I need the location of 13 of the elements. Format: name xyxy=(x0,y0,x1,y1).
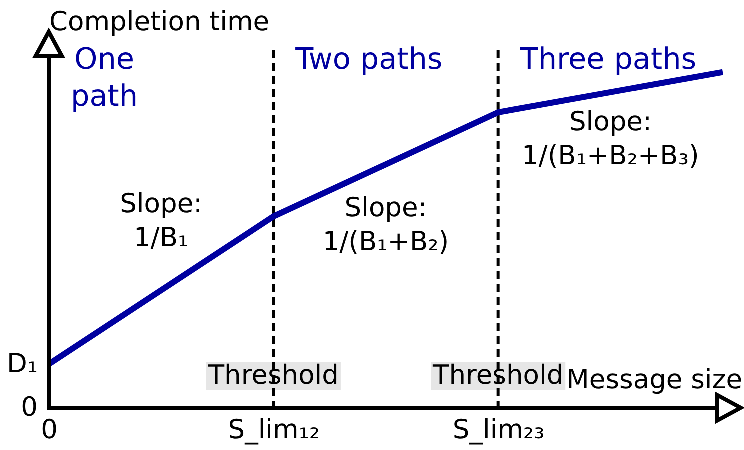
x-tick-label: 0 xyxy=(41,414,58,446)
x-axis-title: Message size xyxy=(566,364,742,396)
annotation: Slope: 1/(B₁+B₂) xyxy=(322,192,450,258)
y-axis-title: Completion time xyxy=(50,6,270,38)
annotation: D₁ xyxy=(6,348,38,380)
text: 0 xyxy=(21,392,38,423)
annotation: One path xyxy=(70,42,138,113)
x-tick-label: S_lim₂₃ xyxy=(452,414,545,446)
annotation: Slope: 1/B₁ xyxy=(120,188,203,254)
annotation: Three paths xyxy=(519,42,697,76)
x-tick-label: S_lim₁₂ xyxy=(228,414,320,446)
annotation: Two paths xyxy=(294,42,443,76)
annotation: Slope: 1/(B₁+B₂+B₃) xyxy=(522,106,700,172)
